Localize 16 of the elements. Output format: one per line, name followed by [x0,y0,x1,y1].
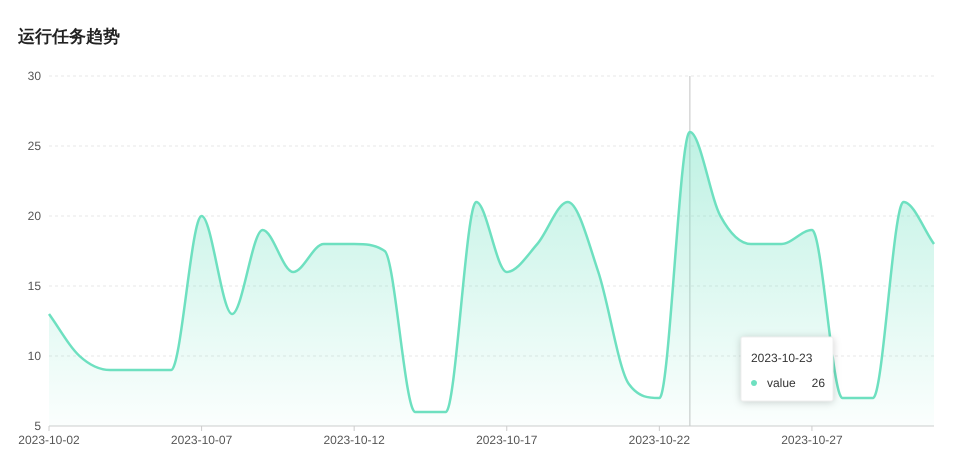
y-tick-label: 20 [28,209,42,223]
y-tick-label: 5 [34,419,42,433]
chart-title: 运行任务趋势 [17,27,120,46]
x-tick-label: 2023-10-22 [628,433,690,447]
x-tick-label: 2023-10-02 [18,433,80,447]
x-tick-label: 2023-10-12 [323,433,386,447]
x-tick-label: 2023-10-27 [781,433,843,447]
annotation: 26 [812,376,826,390]
x-tick-label: 2023-10-07 [170,433,233,447]
x-tick-label: 2023-10-17 [476,433,538,447]
y-tick-label: 30 [28,69,42,83]
y-tick-label: 10 [28,349,42,363]
y-tick-label: 15 [28,279,42,293]
annotation: 2023-10-23 [751,351,813,365]
y-tick-label: 25 [28,139,42,153]
legend-label: value [767,376,796,390]
